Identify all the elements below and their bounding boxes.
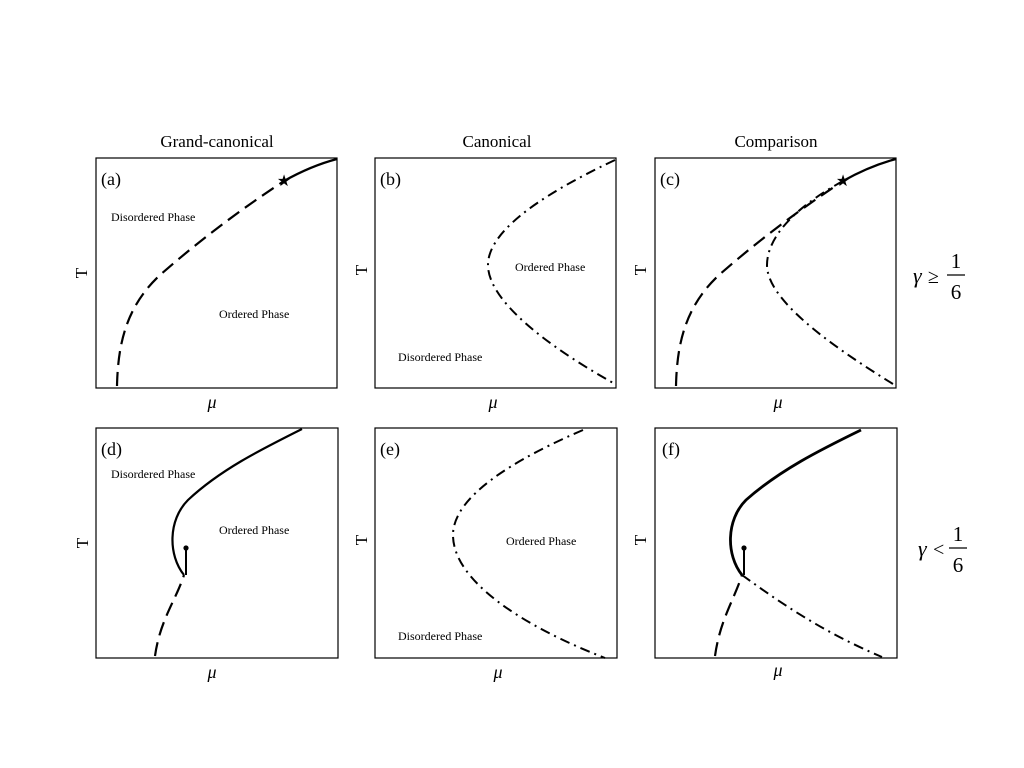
panel-e-frame (374, 427, 618, 659)
panel-d-endpoint-dot (183, 545, 189, 551)
panel-e-y-axis-label: T (352, 534, 371, 545)
condition-top-gamma: γ (913, 263, 923, 288)
panel-d-solid-curve (171, 428, 303, 576)
panel-a-ordered-label: Ordered Phase (219, 307, 289, 321)
panel-b-frame (374, 157, 617, 389)
panel-a-label: (a) (101, 169, 121, 190)
panel-a-y-axis-label: T (72, 267, 91, 278)
panel-b-canonical-curve (486, 159, 616, 385)
panel-f-endpoint-dot (741, 545, 747, 551)
panel-f-first-order-curve (713, 574, 744, 657)
panel-b-y-axis-label: T (352, 264, 371, 275)
condition-bottom-operator: < (933, 539, 944, 561)
panel-e-disordered-label: Disordered Phase (398, 629, 482, 643)
panel-f-canonical-curve (741, 574, 883, 658)
panel-a-frame (95, 157, 338, 389)
panel-a-disordered-label: Disordered Phase (111, 210, 195, 224)
panel-b-x-axis-label: μ (487, 392, 497, 412)
column-title-grand-canonical: Grand-canonical (160, 132, 274, 151)
panel-b-disordered-label: Disordered Phase (398, 350, 482, 364)
panel-f-y-axis-label: T (631, 534, 650, 545)
panel-b-label: (b) (380, 169, 401, 190)
panel-d-y-axis-label: T (73, 537, 92, 548)
panel-c-second-order-curve (842, 157, 897, 182)
panel-b-ordered-label: Ordered Phase (515, 260, 585, 274)
condition-bottom-numerator: 1 (953, 522, 964, 546)
panel-f-solid-curve (729, 428, 862, 576)
condition-bottom-gamma: γ (918, 536, 928, 561)
panel-c-critical-star-icon: ★ (836, 173, 850, 190)
panel-a-second-order-curve (283, 157, 338, 182)
panel-e-ordered-label: Ordered Phase (506, 534, 576, 548)
panel-e-canonical-curve (451, 429, 606, 659)
column-title-canonical: Canonical (463, 132, 532, 151)
panel-a-first-order-curve (115, 180, 285, 387)
panel-c: (c) ★ (654, 157, 897, 389)
panel-a: (a) Disordered Phase Ordered Phase ★ (95, 157, 338, 389)
condition-top-denominator: 6 (951, 280, 962, 304)
panel-a-x-axis-label: μ (206, 392, 216, 412)
panel-c-canonical-curve (765, 180, 894, 385)
panel-c-first-order-curve (674, 180, 844, 387)
panel-e-x-axis-label: μ (492, 662, 502, 682)
condition-bottom: γ < 1 6 (918, 522, 967, 577)
panel-d-x-axis-label: μ (206, 662, 216, 682)
panel-b: (b) Ordered Phase Disordered Phase (374, 157, 617, 389)
panel-e: (e) Ordered Phase Disordered Phase (374, 427, 618, 659)
column-title-comparison: Comparison (734, 132, 818, 151)
panel-f-x-axis-label: μ (772, 660, 782, 680)
panel-d: (d) Disordered Phase Ordered Phase (95, 427, 339, 659)
panel-c-frame (654, 157, 897, 389)
condition-bottom-denominator: 6 (953, 553, 964, 577)
panel-d-label: (d) (101, 439, 122, 460)
panel-d-frame (95, 427, 339, 659)
condition-top: γ ≥ 1 6 (913, 249, 965, 304)
panel-e-label: (e) (380, 439, 400, 460)
panel-d-disordered-label: Disordered Phase (111, 467, 195, 481)
panel-c-label: (c) (660, 169, 680, 190)
panel-c-x-axis-label: μ (772, 392, 782, 412)
panel-a-critical-star-icon: ★ (277, 173, 291, 190)
panel-f-frame (654, 427, 898, 659)
condition-top-numerator: 1 (951, 249, 962, 273)
panel-d-ordered-label: Ordered Phase (219, 523, 289, 537)
panel-d-first-order-curve (153, 574, 186, 657)
panel-c-y-axis-label: T (631, 264, 650, 275)
panel-f-label: (f) (662, 439, 680, 460)
panel-f: (f) (654, 427, 898, 659)
condition-top-operator: ≥ (928, 266, 939, 288)
